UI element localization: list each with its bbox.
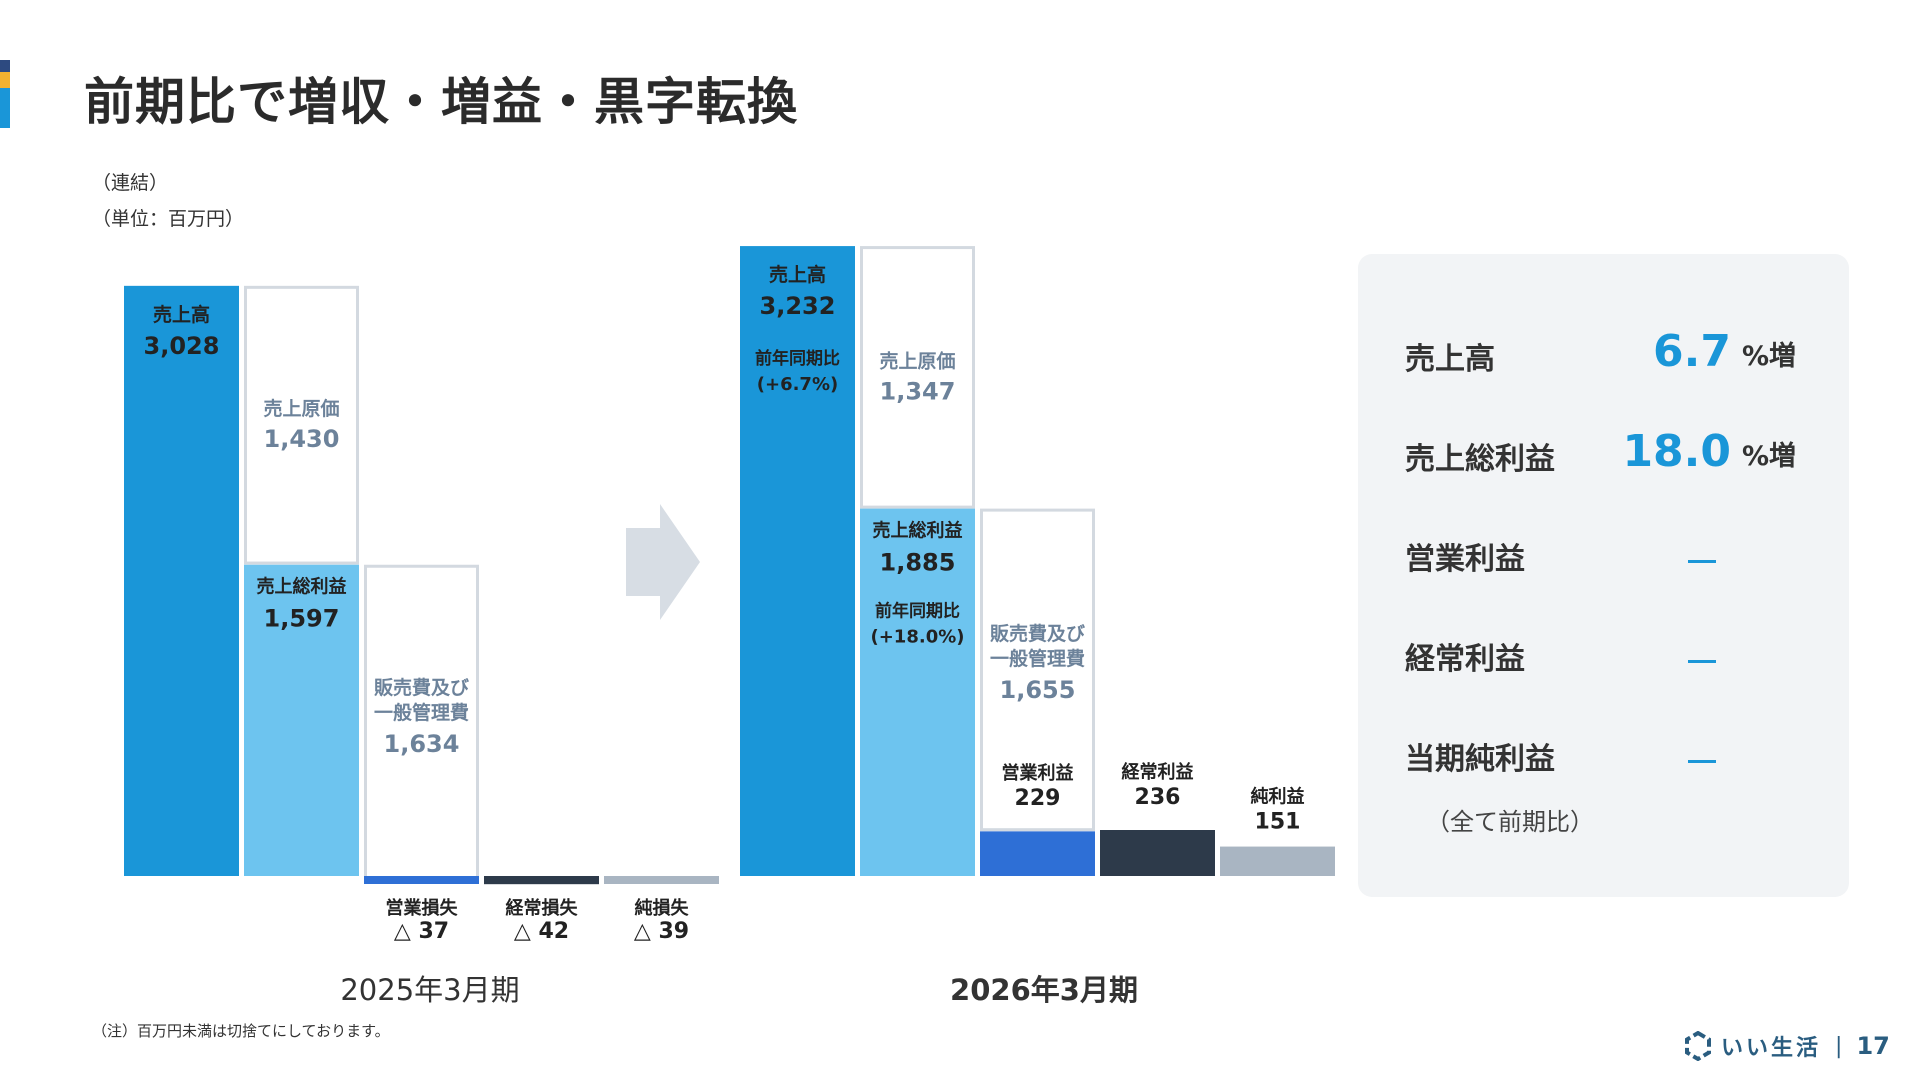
summary-label-4: 当期純利益 (1405, 742, 1555, 777)
summary-unit-0: %増 (1742, 341, 1797, 372)
yoy-label-gross: 前年同期比 (875, 601, 960, 622)
summary-dash-2 (1688, 560, 1716, 563)
brand-separator: | (1835, 1033, 1843, 1059)
bar-value-gross: 1,885 (880, 549, 956, 577)
summary-dash-4 (1688, 760, 1716, 763)
bar-sga (980, 508, 1095, 832)
bar-sga (364, 564, 479, 884)
bar-cost-of-sales (860, 246, 975, 509)
yoy-value-gross: (+18.0%) (871, 627, 965, 648)
period-arrow-icon (626, 504, 700, 620)
bar-ordinary-value: △ 42 (514, 919, 569, 944)
brand-name: いい生活 (1721, 1036, 1822, 1061)
accent-bar-blue (0, 88, 10, 128)
bar-gross-profit (244, 564, 359, 876)
bar-operating (364, 876, 479, 884)
bar-label-gross: 売上総利益 (873, 520, 963, 542)
brand-logo-icon (1685, 1031, 1711, 1061)
yoy-value-sales: (+6.7%) (757, 374, 838, 395)
summary-label-3: 経常利益 (1405, 642, 1525, 677)
bar-net (604, 876, 719, 884)
bar-label-sga-line1: 販売費及び (374, 676, 469, 699)
bar-net-value: △ 39 (634, 919, 689, 944)
bar-value-sga: 1,634 (384, 730, 460, 758)
bar-sales (124, 285, 239, 877)
period-label-0: 2025年3月期 (340, 973, 519, 1007)
bar-cost-of-sales (244, 285, 359, 565)
accent-bar-yellow (0, 72, 10, 88)
bar-label-cost: 売上原価 (879, 349, 955, 372)
bar-net-label: 純損失 (635, 897, 690, 919)
bar-operating-label: 営業損失 (386, 897, 459, 919)
bar-net (1220, 846, 1335, 876)
bar-operating (980, 831, 1095, 876)
waterfall-chart: 売上高3,028売上原価1,430売上総利益1,597販売費及び一般管理費1,6… (124, 246, 1335, 1007)
yoy-label-sales: 前年同期比 (755, 348, 840, 369)
bar-ordinary (1100, 830, 1215, 876)
bar-value-sales: 3,028 (144, 332, 220, 360)
summary-unit-1: %増 (1742, 441, 1797, 472)
bar-value-cost: 1,347 (880, 377, 956, 405)
bar-label-sales: 売上高 (769, 263, 826, 286)
bar-ordinary-label: 経常損失 (506, 897, 579, 919)
bar-operating-value: △ 37 (394, 919, 449, 944)
unit-note: （単位：百万円） (92, 208, 245, 230)
bar-net-label: 純利益 (1251, 786, 1305, 808)
bar-value-cost: 1,430 (264, 425, 340, 453)
bar-sales (740, 246, 855, 877)
summary-label-1: 売上総利益 (1405, 442, 1555, 477)
bar-operating-label: 営業利益 (1002, 762, 1074, 784)
bar-operating-value: 229 (1015, 786, 1061, 811)
accent-bar-navy (0, 60, 10, 72)
bar-label-sga-line1: 販売費及び (990, 622, 1085, 645)
bar-label-sga-line2: 一般管理費 (374, 701, 469, 724)
scope-note: （連結） (92, 172, 169, 194)
bar-net-value: 151 (1255, 810, 1301, 835)
bar-label-gross: 売上総利益 (257, 576, 347, 598)
summary-label-2: 営業利益 (1405, 542, 1525, 577)
summary-dash-3 (1688, 660, 1716, 663)
bar-label-sga-line2: 一般管理費 (990, 647, 1085, 670)
bar-label-cost: 売上原価 (263, 397, 339, 420)
footnote: （注）百万円未満は切捨てにしております。 (92, 1022, 390, 1040)
bar-value-gross: 1,597 (264, 605, 340, 633)
bar-ordinary-value: 236 (1135, 785, 1181, 810)
summary-panel: 売上高 6.7 %増 売上総利益 18.0 %増 営業利益 経常利益 当期純利益 （全て前期比） (1358, 254, 1849, 897)
bar-ordinary (484, 876, 599, 885)
bar-value-sales: 3,232 (760, 292, 836, 320)
bar-gross-profit (860, 508, 975, 876)
bar-label-sales: 売上高 (153, 303, 210, 326)
period-label-1: 2026年3月期 (950, 973, 1138, 1007)
page-title: 前期比で増収・増益・黒字転換 (84, 73, 798, 131)
summary-label-0: 売上高 (1405, 342, 1495, 377)
summary-value-1: 18.0 (1622, 426, 1731, 477)
page-number: 17 (1856, 1032, 1890, 1060)
bar-value-sga: 1,655 (1000, 676, 1076, 704)
summary-note: （全て前期比） (1426, 808, 1594, 836)
brand-footer: いい生活 | 17 (1683, 1030, 1890, 1062)
summary-value-0: 6.7 (1653, 326, 1731, 377)
bar-ordinary-label: 経常利益 (1122, 761, 1194, 783)
